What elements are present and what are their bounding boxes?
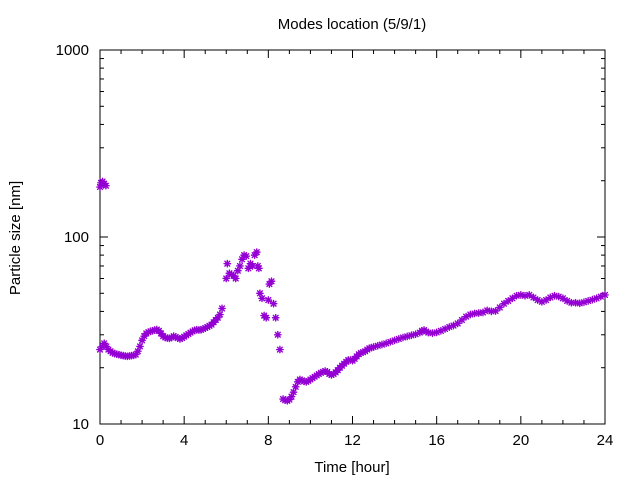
data-point bbox=[276, 345, 284, 354]
y-tick-label: 1000 bbox=[56, 42, 89, 59]
x-tick-label: 8 bbox=[264, 432, 272, 449]
data-point bbox=[231, 274, 240, 283]
data-point bbox=[223, 259, 232, 268]
data-point bbox=[264, 296, 273, 304]
x-tick-label: 20 bbox=[512, 432, 529, 449]
data-point bbox=[601, 291, 609, 299]
data-point bbox=[222, 274, 231, 283]
data-point bbox=[441, 325, 449, 333]
data-point bbox=[267, 277, 276, 286]
data-point bbox=[213, 313, 222, 322]
data-point bbox=[500, 299, 508, 308]
data-series bbox=[96, 177, 609, 405]
data-point bbox=[273, 330, 282, 339]
data-point bbox=[258, 294, 266, 303]
x-tick-label: 12 bbox=[344, 432, 361, 449]
data-point bbox=[101, 181, 110, 190]
data-point bbox=[504, 297, 513, 305]
x-tick-label: 24 bbox=[597, 432, 614, 449]
y-axis-label: Particle size [nm] bbox=[7, 181, 24, 295]
x-axis: 0 4 8 12 16 20 24 bbox=[96, 50, 614, 449]
data-point bbox=[236, 262, 244, 270]
x-tick-label: 16 bbox=[428, 432, 445, 449]
plot-frame bbox=[99, 49, 606, 425]
data-point bbox=[254, 264, 263, 273]
data-point bbox=[289, 388, 298, 397]
y-axis: 10 100 1000 bbox=[56, 42, 605, 433]
chart-title: Modes location (5/9/1) bbox=[278, 16, 426, 33]
x-tick-label: 0 bbox=[96, 432, 104, 449]
data-point bbox=[242, 252, 251, 261]
data-point bbox=[252, 248, 261, 257]
plot-border bbox=[99, 49, 606, 425]
data-point bbox=[262, 313, 271, 322]
x-axis-label: Time [hour] bbox=[314, 459, 389, 476]
data-point bbox=[271, 313, 280, 322]
x-tick-label: 4 bbox=[180, 432, 188, 449]
data-point bbox=[136, 342, 144, 351]
data-point bbox=[98, 342, 107, 351]
y-tick-label: 100 bbox=[64, 229, 89, 246]
data-point bbox=[233, 266, 242, 275]
data-point bbox=[218, 304, 226, 313]
data-point bbox=[248, 262, 257, 270]
data-point bbox=[269, 299, 278, 308]
y-tick-label: 10 bbox=[72, 416, 89, 433]
data-point bbox=[216, 310, 224, 319]
data-point bbox=[512, 291, 521, 300]
